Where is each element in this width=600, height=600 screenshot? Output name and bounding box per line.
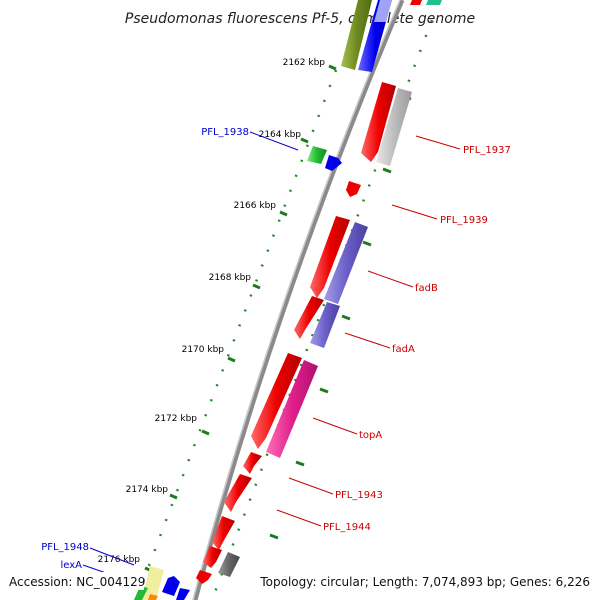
gene-label[interactable]: PFL_1943 [335, 490, 383, 501]
tick-label: 2170 kbp [182, 345, 225, 355]
gene-feature[interactable] [361, 82, 396, 162]
gene-label[interactable]: PFL_1938 [201, 127, 249, 138]
gene-feature[interactable] [310, 302, 340, 348]
gene-feature[interactable] [218, 552, 240, 577]
gene-feature[interactable] [294, 296, 324, 339]
gene-feature[interactable] [376, 88, 412, 166]
tick-label: 2162 kbp [283, 58, 326, 68]
gene-feature[interactable] [324, 222, 368, 304]
gene-label[interactable]: PFL_1944 [323, 522, 371, 533]
tick-label: 2176 kbp [98, 555, 141, 565]
gene-feature[interactable] [426, 0, 442, 5]
inner-tick-marks [144, 64, 337, 573]
gene-feature[interactable] [341, 0, 372, 70]
gene-label[interactable]: fadA [392, 344, 415, 355]
gene-feature[interactable] [176, 588, 190, 600]
tick-label: 2164 kbp [259, 130, 302, 140]
gene-feature[interactable] [374, 0, 392, 22]
gene-label[interactable]: fadB [415, 283, 438, 294]
topology-text: Topology: circular; Length: 7,074,893 bp… [259, 575, 590, 589]
gene-feature[interactable] [224, 474, 252, 512]
gene-feature[interactable] [162, 576, 180, 596]
footer-topology-bg [256, 572, 594, 590]
genome-backbone [192, 0, 405, 600]
gene-feature[interactable] [203, 546, 222, 568]
gene-feature[interactable] [148, 594, 158, 600]
label-connectors [82, 131, 461, 582]
gene-label[interactable]: PFL_1948 [41, 542, 89, 553]
tick-label: 2174 kbp [126, 485, 169, 495]
footer-accession-bg [6, 572, 144, 590]
gene-label[interactable]: lexA [60, 560, 82, 571]
gene-feature[interactable] [410, 0, 422, 5]
gene-feature[interactable] [142, 566, 164, 600]
outer-tick-marks [269, 94, 412, 540]
gene-feature[interactable] [346, 181, 361, 197]
gene-feature[interactable] [307, 146, 327, 164]
tick-label: 2168 kbp [209, 273, 252, 283]
gene-feature[interactable] [251, 353, 302, 449]
gene-feature[interactable] [325, 155, 342, 171]
gene-feature[interactable] [196, 570, 212, 584]
gene-label[interactable]: PFL_1939 [440, 215, 488, 226]
tick-label: 2166 kbp [234, 201, 277, 211]
gene-feature[interactable] [134, 586, 148, 600]
gene-feature[interactable] [266, 360, 318, 458]
gene-feature[interactable] [310, 216, 350, 298]
accession-text: Accession: NC_004129 [9, 575, 145, 589]
gene-label[interactable]: topA [359, 430, 382, 441]
genome-title: Pseudomonas fluorescens Pf-5, complete g… [125, 11, 475, 27]
gene-label[interactable]: PFL_1937 [463, 145, 511, 156]
gene-feature[interactable] [212, 516, 235, 550]
genome-backbone-highlight [192, 0, 401, 600]
gene-feature[interactable] [243, 452, 262, 474]
tick-label: 2172 kbp [155, 414, 198, 424]
gene-features [134, 0, 442, 600]
